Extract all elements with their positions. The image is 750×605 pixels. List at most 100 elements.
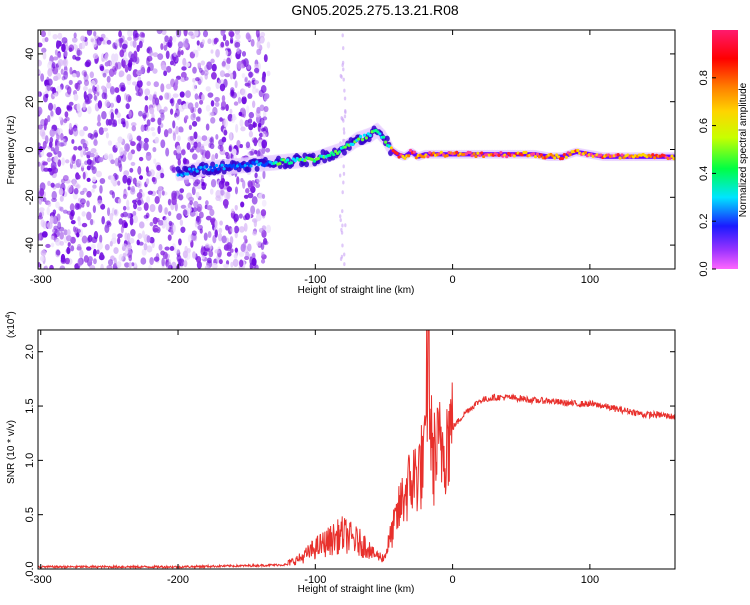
spectrogram-noise-blob [252, 139, 259, 144]
spectrogram-noise-blob [152, 217, 158, 225]
spectrogram-ridge-core [476, 151, 480, 155]
spectrogram-noise-blob [160, 139, 166, 149]
spectrogram-noise-blob [130, 161, 136, 166]
spectrogram-ridge-core [360, 138, 365, 142]
spectrogram-noise-blob [61, 43, 66, 53]
snr-ylabel: SNR (10 * v/v) [6, 420, 17, 484]
spectrogram-noise-blob [46, 152, 53, 158]
spectrogram-noise-blob [137, 69, 144, 74]
spectrogram-noise-blob [67, 185, 73, 194]
spectrogram-noise-blob [234, 231, 238, 239]
spectrogram-ridge-core [505, 154, 509, 159]
spectrogram-noise-blob [63, 70, 69, 80]
spectrogram-noise-blob [83, 85, 88, 92]
spectrogram-ridge-core [455, 150, 459, 154]
spectrogram-noise-blob [56, 52, 62, 59]
spectrogram-noise-blob [86, 158, 92, 166]
spectrogram-noise-blob [252, 86, 257, 94]
spectrogram-ytick-label: -20 [24, 189, 36, 205]
spectrogram-noise-blob [90, 79, 96, 87]
spectrogram-noise-blob [126, 244, 132, 251]
spectrogram-noise-blob [47, 167, 53, 172]
spectrogram-noise-blob [86, 200, 90, 208]
spectrogram-noise-blob [187, 102, 194, 110]
spectrogram-noise-blob [60, 258, 67, 265]
spectrogram-noise-blob [151, 131, 156, 137]
spectrogram-noise-blob [102, 39, 106, 45]
spectrogram-noise-blob [340, 230, 344, 235]
spectrogram-noise-blob [210, 71, 217, 80]
spectrogram-noise-blob [126, 175, 133, 184]
spectrogram-ridge-outline [304, 161, 310, 168]
spectrogram-noise-blob [161, 190, 165, 196]
spectrogram-noise-blob [260, 37, 265, 44]
spectrogram-noise-blob [160, 64, 167, 71]
spectrogram-noise-blob [191, 120, 198, 127]
spectrogram-noise-blob [194, 211, 199, 217]
spectrogram-noise-blob [175, 151, 182, 161]
spectrogram-noise-blob [218, 139, 224, 147]
spectrogram-noise-blob [238, 111, 243, 117]
spectrogram-noise-blob [260, 127, 266, 132]
spectrogram-noise-blob [109, 87, 115, 93]
spectrogram-ridge-core [428, 151, 432, 155]
spectrogram-noise-blob [42, 197, 47, 203]
spectrogram-noise-blob [341, 60, 345, 65]
colorbar-label: Normalized spectral amplitude [738, 82, 749, 217]
spectrogram-noise-blob [214, 249, 220, 254]
spectrogram-noise-blob [247, 243, 252, 252]
spectrogram-noise-blob [261, 251, 265, 257]
spectrogram-noise-blob [159, 109, 165, 115]
spectrogram-xtick-label: -200 [167, 274, 189, 286]
spectrogram-ytick-label: 0 [24, 146, 36, 152]
spectrogram-noise-blob [263, 237, 268, 245]
spectrogram-noise-blob [90, 166, 95, 171]
spectrogram-noise-blob [42, 161, 48, 166]
spectrogram-noise-blob [77, 109, 82, 118]
spectrogram-noise-blob [201, 135, 208, 142]
spectrogram-noise-blob [215, 134, 219, 140]
spectrogram-noise-blob [133, 202, 138, 210]
snr-xtick-label: 0 [450, 574, 456, 586]
spectrogram-noise-blob [59, 231, 64, 240]
spectrogram-noise-blob [342, 164, 345, 169]
spectrogram-noise-blob [118, 253, 124, 262]
spectrogram-noise-blob [57, 58, 64, 67]
spectrogram-noise-blob [129, 237, 135, 244]
spectrogram-noise-blob [195, 116, 201, 122]
spectrogram-noise-blob [265, 147, 271, 153]
spectrogram-noise-blob [244, 213, 250, 221]
snr-multiplier: (x104) [5, 311, 17, 338]
spectrogram-noise-blob [89, 153, 95, 158]
spectrogram-noise-blob [106, 207, 111, 217]
spectrogram-noise-blob [188, 31, 194, 36]
spectrogram-noise-blob [187, 234, 193, 243]
spectrogram-noise-blob [38, 42, 43, 48]
snr-frame [37, 329, 676, 570]
spectrogram-noise-blob [339, 218, 342, 223]
spectrogram-ridge-core [368, 133, 372, 138]
spectrogram-ridge-core [397, 155, 401, 159]
spectrogram-noise-blob [128, 254, 133, 262]
spectrogram-noise-blob [84, 61, 91, 68]
spectrogram-noise-blob [144, 95, 149, 101]
spectrogram-noise-blob [146, 235, 151, 243]
spectrogram-noise-blob [247, 93, 253, 99]
spectrogram-noise-blob [38, 124, 43, 130]
spectrogram-noise-blob [38, 198, 42, 205]
spectrogram-noise-blob [218, 259, 223, 265]
spectrogram-noise-blob [73, 127, 79, 137]
spectrogram-ridge-outline [384, 135, 390, 142]
spectrogram-noise-blob [168, 220, 173, 227]
spectrogram-noise-blob [250, 205, 256, 215]
spectrogram-noise-blob [225, 63, 231, 70]
spectrogram-noise-blob [210, 111, 216, 117]
spectrogram-noise-blob [77, 257, 83, 267]
spectrogram-noise-blob [232, 258, 239, 267]
spectrogram-noise-blob [92, 184, 97, 189]
spectrogram-noise-blob [193, 200, 199, 208]
spectrogram-noise-blob [227, 185, 231, 191]
spectrogram-noise-blob [131, 125, 137, 132]
spectrogram-noise-blob [140, 257, 147, 265]
